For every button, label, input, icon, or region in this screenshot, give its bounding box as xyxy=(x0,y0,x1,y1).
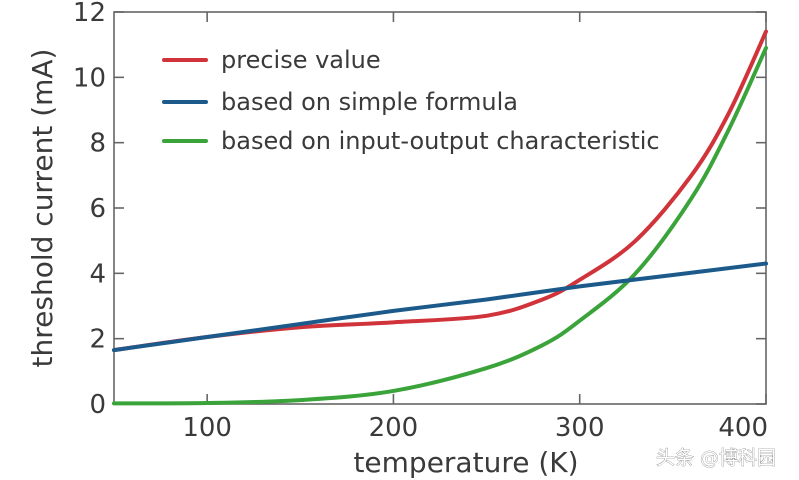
x-tick-label: 400 xyxy=(718,413,768,443)
y-tick-label: 12 xyxy=(73,0,106,28)
legend-label: precise value xyxy=(221,46,381,74)
y-axis-title: threshold current (mA) xyxy=(26,49,59,368)
x-tick-label: 100 xyxy=(182,413,232,443)
series-line-2 xyxy=(112,261,768,353)
legend-label: based on input-output characteristic xyxy=(221,127,660,155)
y-tick-label: 10 xyxy=(73,63,106,93)
watermark-text: 头条 @博科园 xyxy=(656,447,776,469)
legend-label: based on simple formula xyxy=(221,88,518,116)
y-tick-label: 4 xyxy=(89,259,106,289)
y-tick-label: 2 xyxy=(89,325,106,355)
series-line-1 xyxy=(112,29,768,353)
y-tick-label: 0 xyxy=(89,390,106,420)
x-tick-label: 300 xyxy=(555,413,605,443)
series-layer xyxy=(112,29,768,406)
y-tick-label: 6 xyxy=(89,194,106,224)
series-line-3 xyxy=(112,45,768,406)
x-axis-title: temperature (K) xyxy=(353,446,578,479)
x-tick-label: 200 xyxy=(369,413,419,443)
y-tick-label: 8 xyxy=(89,129,106,159)
legend: precise value based on simple formula base… xyxy=(162,46,660,155)
ticks-layer: 0 2 4 6 8 10 12 100 200 300 400 xyxy=(73,0,768,443)
